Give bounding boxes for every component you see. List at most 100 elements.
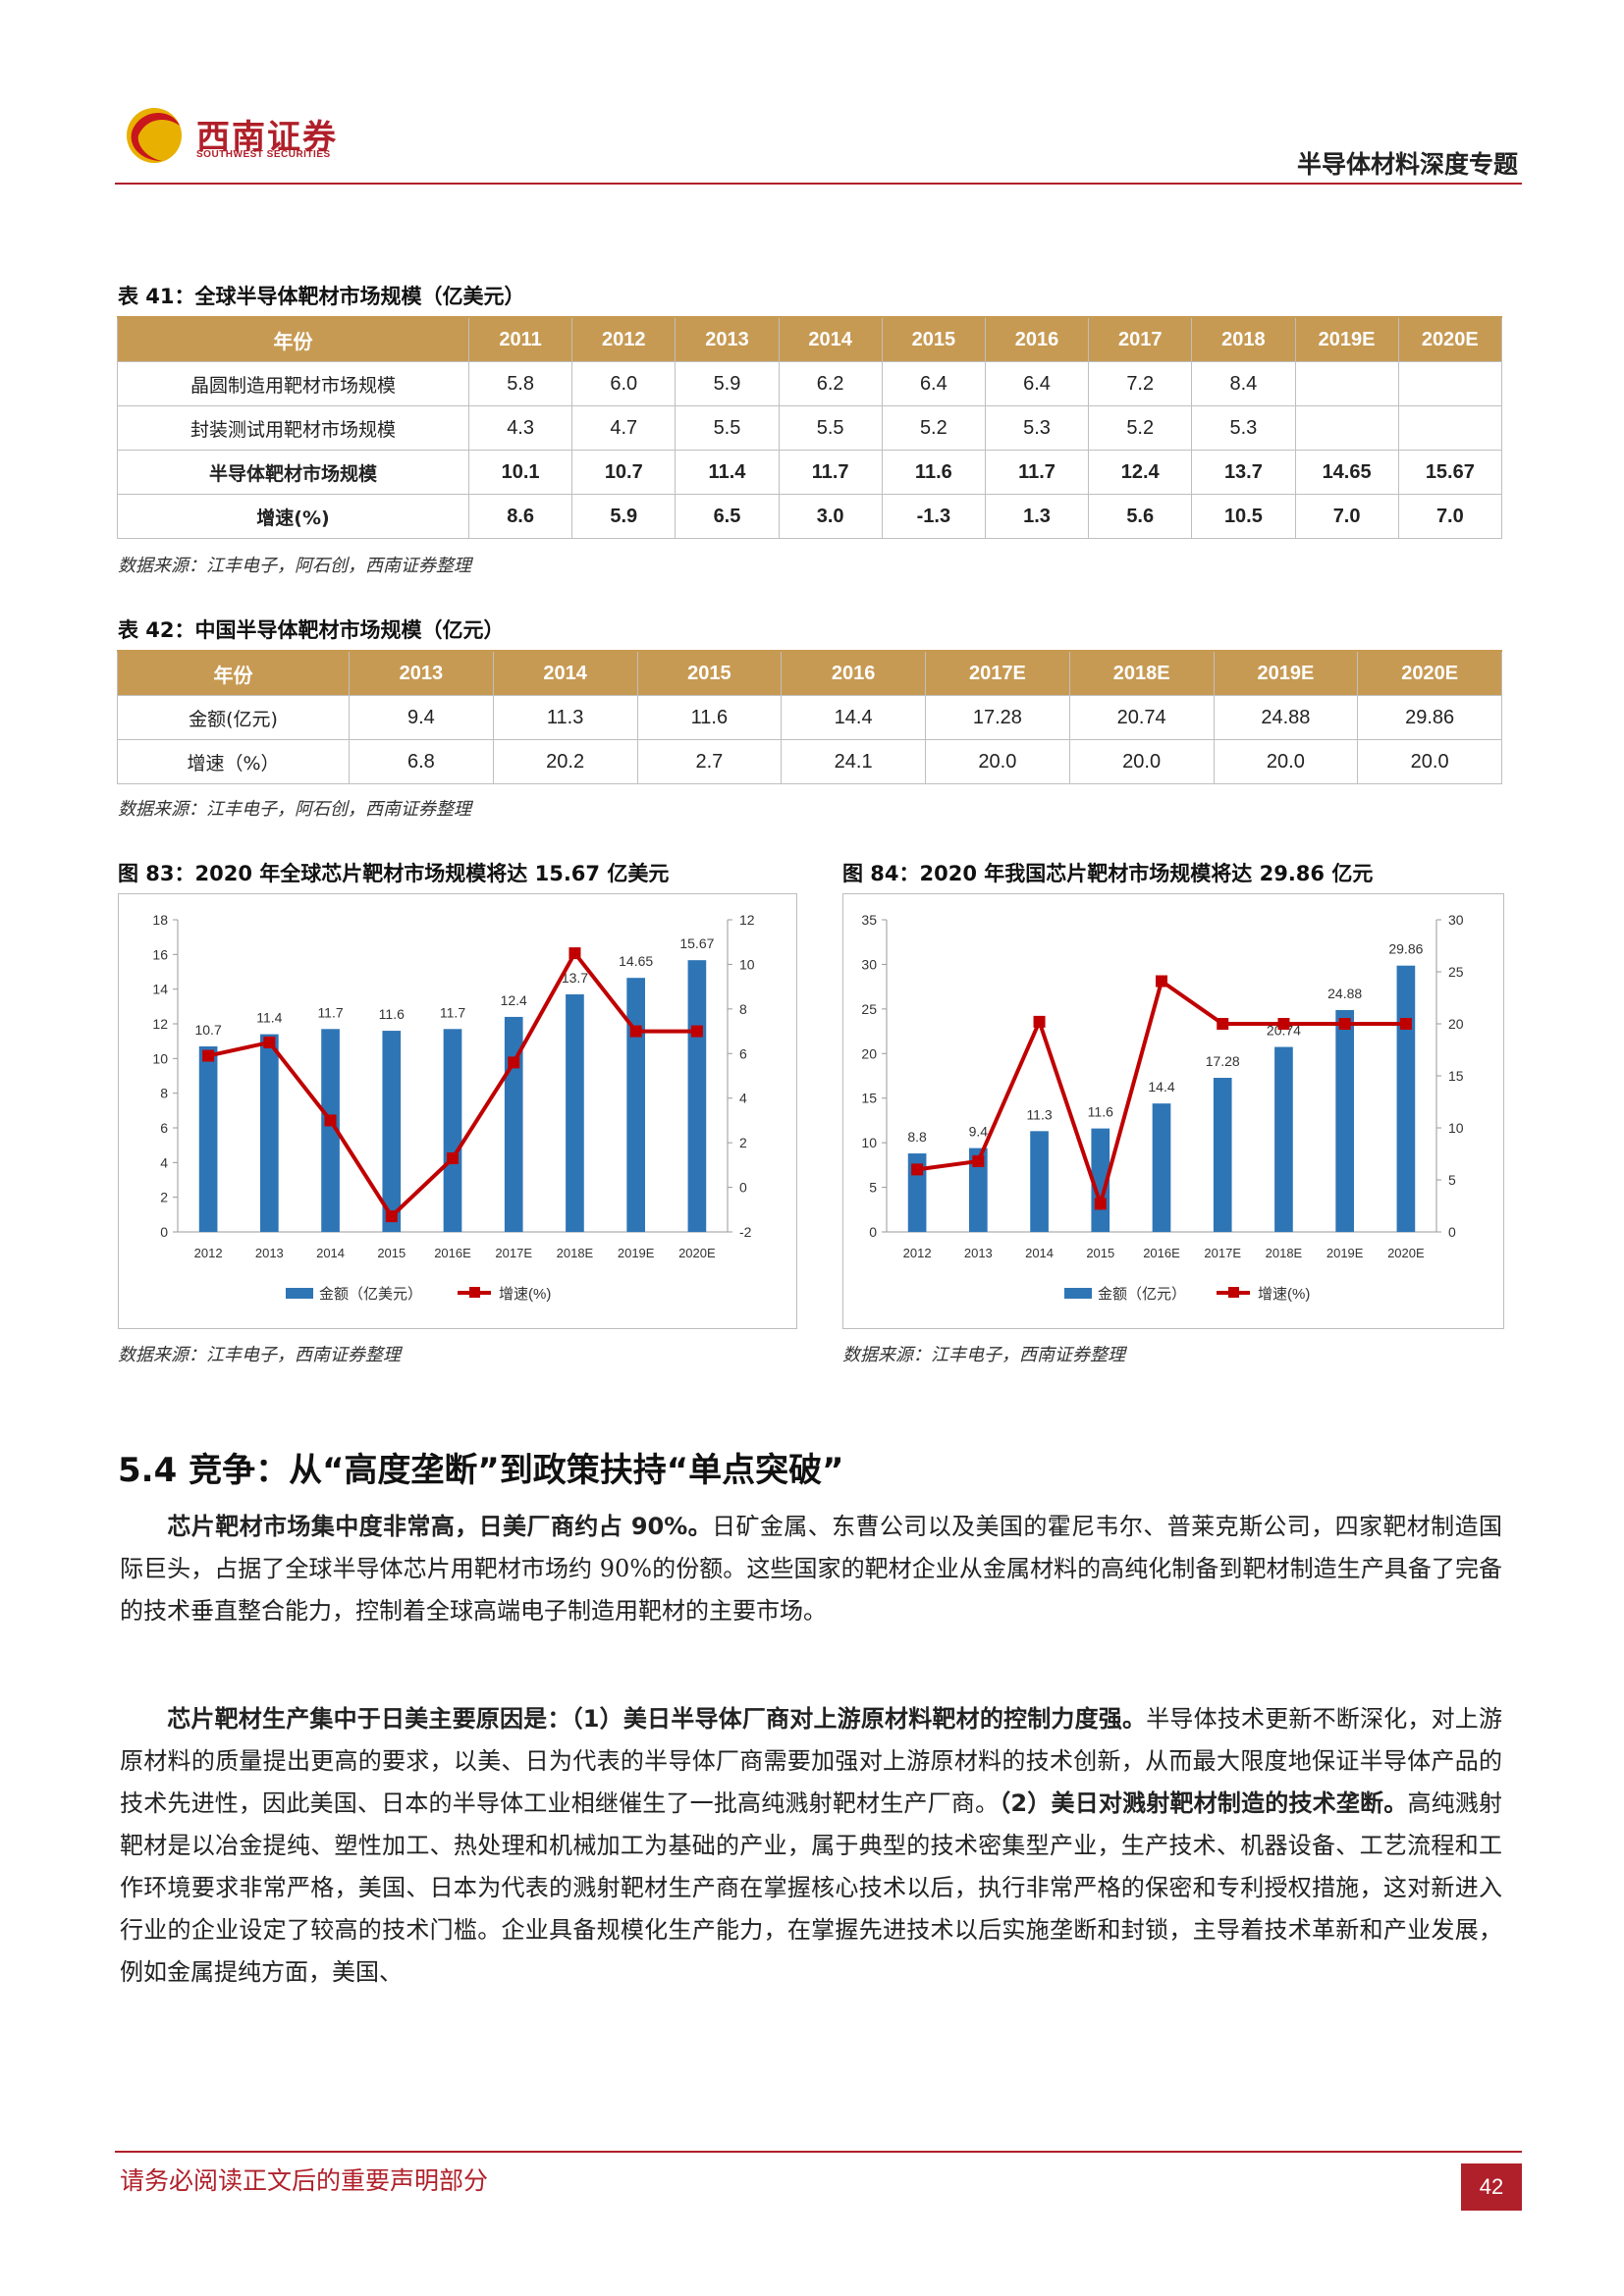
y-tick-label-right: 5 — [1448, 1172, 1456, 1188]
row-label: 半导体靶材市场规模 — [117, 450, 469, 495]
table42-col-header: 2020E — [1357, 650, 1502, 696]
table41-header-row: 年份 2011 2012 2013 2014 2015 2016 2017 2018 2019E 2… — [117, 316, 1503, 362]
table-cell: 24.88 — [1213, 695, 1359, 740]
table42-col-header: 2015 — [636, 650, 783, 696]
table42-caption: 表 42：中国半导体靶材市场规模（亿元） — [118, 618, 505, 642]
table-cell: 20.0 — [1068, 739, 1215, 784]
y-tick-label-left: 18 — [152, 912, 168, 928]
bar-data-label: 11.6 — [1088, 1104, 1113, 1120]
line-point — [911, 1163, 924, 1176]
table-cell: 9.4 — [349, 695, 494, 740]
table-cell: 11.7 — [984, 450, 1090, 495]
fig83-chart-frame: 0 2 4 6 8 10 12 14 16 18 -2 0 2 4 6 8 10 12 2012 2013 2014 20… — [118, 893, 797, 1329]
bar-data-label: 10.7 — [194, 1022, 221, 1038]
y-tick-label-left: 2 — [160, 1190, 168, 1205]
y-tick-label-left: 15 — [861, 1091, 877, 1106]
y-tick-label-left: 30 — [861, 956, 877, 972]
table-cell — [1397, 361, 1503, 406]
x-tick-label: 2017E — [1204, 1246, 1241, 1260]
line-point — [202, 1049, 215, 1062]
legend-bar-label: 金额（亿美元） — [319, 1286, 422, 1303]
table-cell: 5.3 — [1191, 405, 1296, 451]
logo — [127, 108, 182, 163]
table-cell: 5.2 — [881, 405, 986, 451]
bar-data-label: 15.67 — [679, 935, 714, 951]
table42-col-header: 2017E — [925, 650, 1070, 696]
x-tick-label: 2012 — [194, 1246, 223, 1260]
line-point — [385, 1210, 398, 1223]
bar-data-label: 9.4 — [969, 1124, 989, 1140]
bar — [321, 1029, 340, 1232]
x-tick-label: 2019E — [618, 1246, 655, 1260]
bar-data-label: 11.7 — [317, 1004, 343, 1020]
fig83-chart: 0 2 4 6 8 10 12 14 16 18 -2 0 2 4 6 8 10 12 2012 2013 2014 20… — [152, 912, 755, 1303]
line-point — [972, 1154, 985, 1167]
table-cell: 13.7 — [1191, 450, 1296, 495]
bar — [260, 1034, 279, 1232]
x-tick-label: 2013 — [964, 1246, 993, 1260]
table-cell: 11.6 — [636, 695, 783, 740]
bar — [443, 1029, 462, 1232]
table-cell: 11.6 — [881, 450, 986, 495]
table41: 年份 2011 2012 2013 2014 2015 2016 2017 2018 2019E 2… — [117, 316, 1503, 539]
y-tick-label-left: 20 — [861, 1045, 877, 1061]
table-cell: 4.7 — [571, 405, 677, 451]
x-tick-label: 2012 — [903, 1246, 932, 1260]
bar-data-label: 17.28 — [1206, 1053, 1240, 1069]
table41-col-header: 2016 — [984, 316, 1090, 362]
y-tick-label-right: 8 — [739, 1001, 747, 1017]
table41-col-header: 2018 — [1191, 316, 1296, 362]
header-divider — [115, 183, 1522, 185]
logo-subtext: SOUTHWEST SECURITIES — [196, 149, 331, 160]
y-tick-label-left: 5 — [869, 1180, 877, 1196]
logo-swirl-icon — [131, 112, 180, 161]
table-row: 金额(亿元) 9.4 11.3 11.6 14.4 17.28 20.74 24.88 29.8… — [117, 695, 1502, 740]
bar-data-label: 11.3 — [1026, 1106, 1052, 1122]
table-cell — [1397, 405, 1503, 451]
section-title: 5.4 竞争：从“高度垄断”到政策扶持“单点突破” — [118, 1451, 844, 1490]
table-cell: -1.3 — [881, 494, 986, 539]
x-tick-label: 2015 — [377, 1246, 406, 1260]
line-point — [568, 947, 581, 960]
x-tick-label: 2019E — [1326, 1246, 1364, 1260]
y-tick-label-left: 16 — [152, 946, 168, 962]
y-tick-label-left: 35 — [861, 912, 877, 928]
bar-data-label: 11.4 — [256, 1010, 282, 1026]
y-tick-label-right: 25 — [1448, 964, 1464, 980]
bar — [1335, 1009, 1354, 1232]
y-tick-label-left: 8 — [160, 1086, 168, 1101]
legend-line-marker — [1228, 1287, 1239, 1298]
y-tick-label-right: 6 — [739, 1045, 747, 1061]
bar — [566, 993, 584, 1232]
x-tick-label: 2015 — [1086, 1246, 1114, 1260]
table-cell: 6.4 — [984, 361, 1090, 406]
table42-col-header: 2013 — [349, 650, 494, 696]
table-cell: 17.28 — [925, 695, 1070, 740]
table41-col-header: 2017 — [1088, 316, 1193, 362]
paragraph-1-lead: 芯片靶材市场集中度非常高，日美厂商约占 90%。 — [167, 1513, 713, 1540]
bar — [969, 1148, 988, 1232]
table-cell: 6.4 — [881, 361, 986, 406]
table-cell: 5.5 — [675, 405, 780, 451]
line-point — [690, 1025, 703, 1038]
y-tick-label-right: -2 — [739, 1224, 752, 1240]
legend-line-label: 增速(%) — [1258, 1286, 1310, 1303]
table-cell: 24.1 — [781, 739, 926, 784]
bar — [382, 1031, 402, 1232]
table-cell: 2.7 — [636, 739, 783, 784]
table41-col-header: 2014 — [778, 316, 883, 362]
bar-data-label: 12.4 — [501, 992, 527, 1008]
table-cell: 6.0 — [571, 361, 677, 406]
y-tick-label-right: 10 — [739, 956, 755, 972]
line-point — [1399, 1018, 1412, 1030]
y-tick-label-right: 12 — [739, 912, 755, 928]
bar — [1213, 1077, 1232, 1232]
table41-col-header: 2013 — [675, 316, 780, 362]
bar — [1030, 1131, 1049, 1232]
bar — [198, 1045, 218, 1232]
bar-data-label: 29.86 — [1388, 941, 1423, 957]
table41-col-header: 2015 — [881, 316, 986, 362]
x-tick-label: 2014 — [1025, 1246, 1054, 1260]
table-row: 晶圆制造用靶材市场规模 5.8 6.0 5.9 6.2 6.4 6.4 7.2 8.4 — [117, 361, 1503, 406]
table41-col-header: 2012 — [571, 316, 677, 362]
